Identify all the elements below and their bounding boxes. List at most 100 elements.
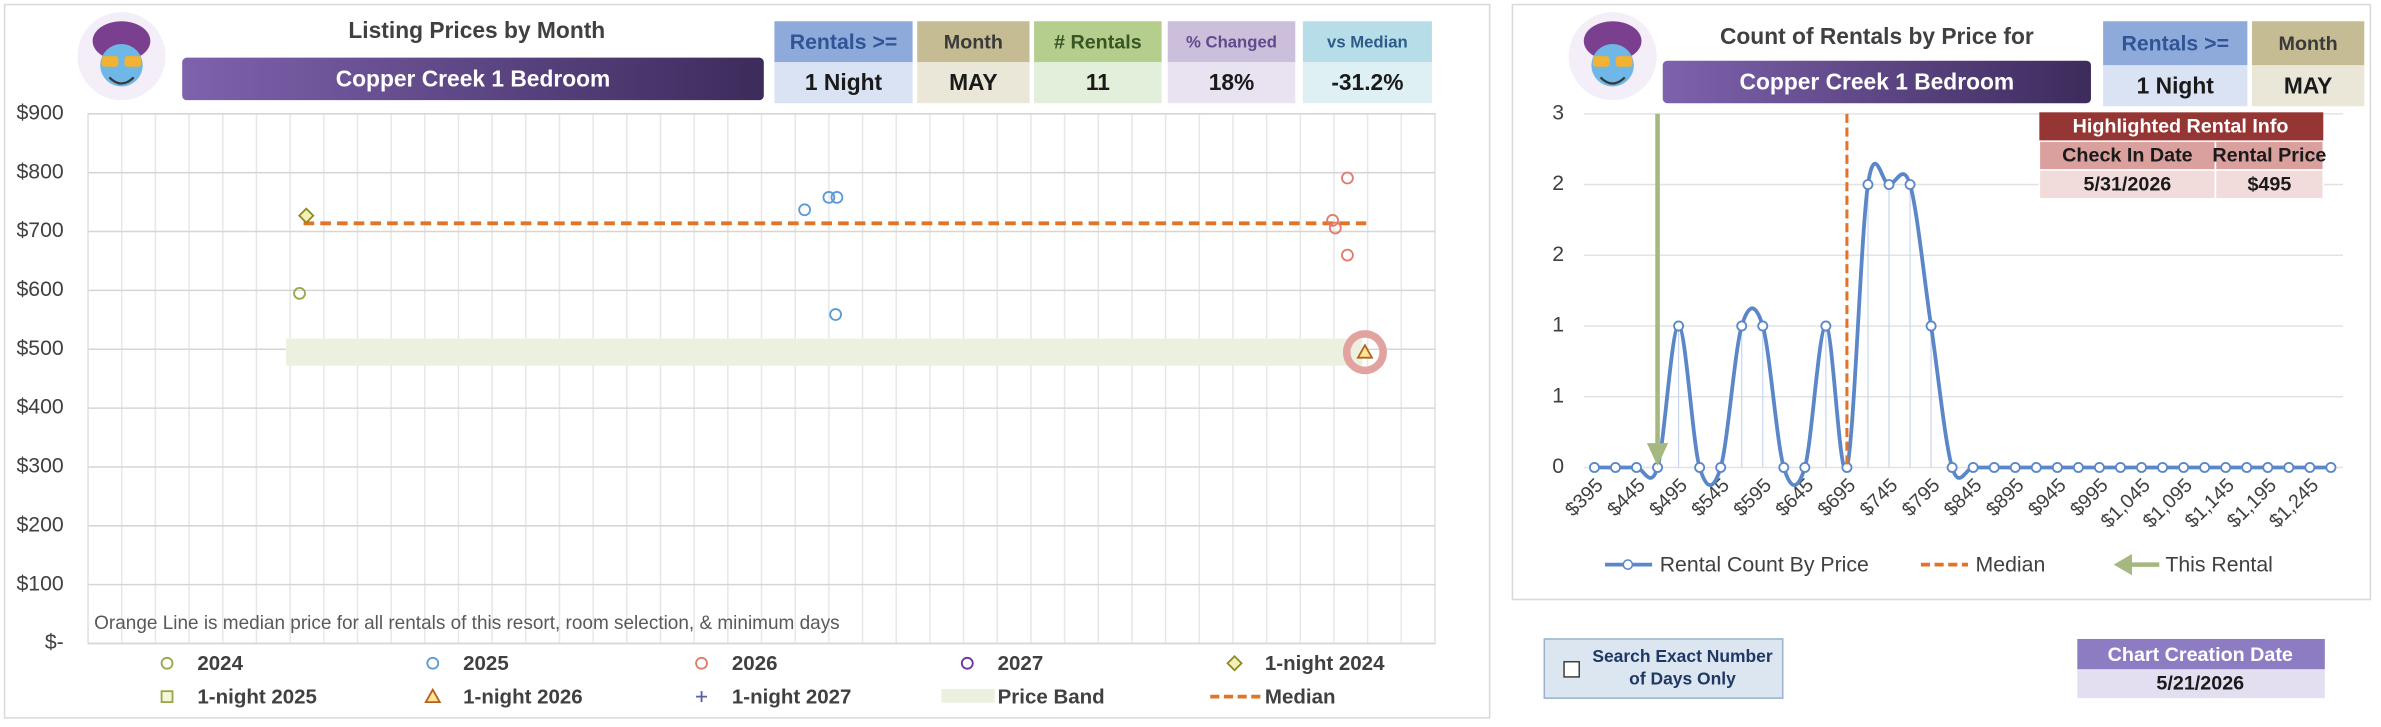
y-tick-label: $900 [16, 100, 63, 124]
value-cell [774, 62, 913, 104]
point [2325, 462, 2337, 473]
date-header: Chart Creation Date [2108, 644, 2293, 666]
chart-title: Count of Rentals by Price for [1720, 23, 2034, 49]
point [1820, 320, 1832, 332]
legend-label: 2024 [197, 652, 243, 675]
point [1967, 462, 1979, 473]
value-label: 1 Night [2137, 72, 2215, 98]
legend-marker [1226, 654, 1243, 672]
point [1799, 462, 1811, 473]
point [2115, 462, 2126, 473]
point [293, 286, 306, 300]
header-label: # Rentals [1054, 31, 1142, 53]
point [2157, 462, 2169, 473]
value-cell [1302, 62, 1432, 104]
point [1694, 462, 1706, 473]
point [1341, 171, 1354, 185]
legend-marker [695, 656, 708, 670]
value-cell [917, 62, 1030, 104]
legend-swatch [2113, 553, 2132, 576]
y-tick-label: 1 [1552, 383, 1564, 407]
legend-swatch [941, 689, 995, 703]
legend-marker [696, 691, 708, 703]
point [2136, 462, 2147, 473]
point [2051, 462, 2063, 473]
y-tick-label: 2 [1552, 171, 1564, 195]
value-label: 11 [1086, 69, 1110, 95]
point [1609, 462, 1621, 473]
point [1778, 462, 1790, 473]
y-tick-label: 2 [1552, 242, 1564, 266]
legend-marker [160, 690, 174, 704]
header-cell [2103, 21, 2248, 66]
point [1673, 320, 1685, 332]
legend-label: 2027 [998, 652, 1044, 675]
mascot-icon [77, 12, 166, 101]
legend-label: Price Band [998, 686, 1105, 709]
y-tick-label: 1 [1552, 313, 1564, 337]
point [1925, 320, 1937, 332]
header-cell [917, 21, 1030, 63]
point [1757, 320, 1769, 332]
header-cell [1167, 21, 1296, 63]
legend-label: Median [1976, 553, 2046, 577]
point [1715, 462, 1727, 473]
mascot-icon [1568, 12, 1657, 101]
header-cell [1034, 21, 1162, 63]
annotation: Orange Line is median price for all rent… [94, 613, 840, 634]
legend-label: 1-night 2024 [1265, 652, 1385, 675]
series-line [1594, 161, 2331, 488]
highlight-ring [1342, 330, 1387, 375]
checkbox-label: Search Exact Number [1592, 646, 1773, 666]
header-cell [1302, 21, 1432, 63]
info-title: Highlighted Rental Info [2073, 116, 2289, 138]
point [2072, 462, 2084, 473]
legend-label: Median [1265, 686, 1336, 709]
checkbox-panel [1543, 638, 1784, 699]
legend-marker [426, 656, 440, 670]
point [1736, 320, 1748, 332]
value-label: MAY [949, 69, 998, 95]
value-label: 18% [1209, 69, 1255, 95]
legend-marker [960, 656, 974, 670]
date-value: 5/21/2026 [2156, 673, 2244, 695]
header-label: Rentals >= [790, 30, 898, 54]
point [1946, 462, 1958, 473]
info-header-cell [2038, 140, 2217, 171]
value-cell [1167, 62, 1296, 104]
legend-label: 1-night 2025 [197, 686, 317, 709]
value-cell [2103, 65, 2248, 107]
header-label: Month [944, 31, 1003, 53]
info-title-cell [2039, 112, 2324, 142]
point [2262, 462, 2274, 473]
point [1588, 462, 1600, 473]
info-value-cell [2214, 169, 2325, 200]
point [2178, 462, 2190, 473]
point [1883, 179, 1895, 191]
chart-subtitle: Copper Creek 1 Bedroom [1740, 68, 2015, 94]
legend-label: 2026 [732, 652, 778, 675]
checkbox[interactable] [1563, 660, 1580, 678]
point [2199, 462, 2211, 473]
y-tick-label: $700 [16, 218, 63, 242]
point [2093, 462, 2105, 473]
point [1631, 462, 1642, 473]
date-header-cell [2077, 638, 2325, 670]
legend-marker [424, 687, 442, 704]
price-band [286, 338, 1363, 366]
chart-title: Listing Prices by Month [348, 17, 605, 43]
info-value: 5/31/2026 [2084, 173, 2172, 195]
y-tick-label: $400 [16, 395, 63, 419]
legend-label: 2025 [463, 652, 509, 675]
info-header: Check In Date [2062, 145, 2192, 167]
subtitle-bar [1662, 60, 2091, 104]
point [2283, 462, 2295, 473]
y-tick-label: $600 [16, 277, 63, 301]
subtitle-bar [182, 57, 764, 101]
info-value: $495 [2247, 173, 2291, 195]
y-tick-label: $- [45, 630, 64, 654]
y-tick-label: $300 [16, 454, 63, 478]
info-header: Rental Price [2212, 145, 2326, 167]
